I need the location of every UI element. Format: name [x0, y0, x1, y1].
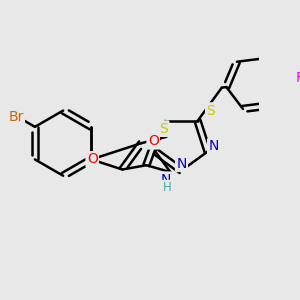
Text: F: F [296, 71, 300, 85]
Text: O: O [87, 152, 98, 167]
Text: Br: Br [8, 110, 24, 124]
Text: N: N [161, 173, 171, 187]
Text: O: O [148, 134, 159, 148]
Text: N: N [176, 157, 187, 171]
Text: N: N [208, 140, 219, 154]
Text: H: H [163, 181, 171, 194]
Text: S: S [159, 122, 168, 136]
Text: S: S [206, 103, 215, 118]
